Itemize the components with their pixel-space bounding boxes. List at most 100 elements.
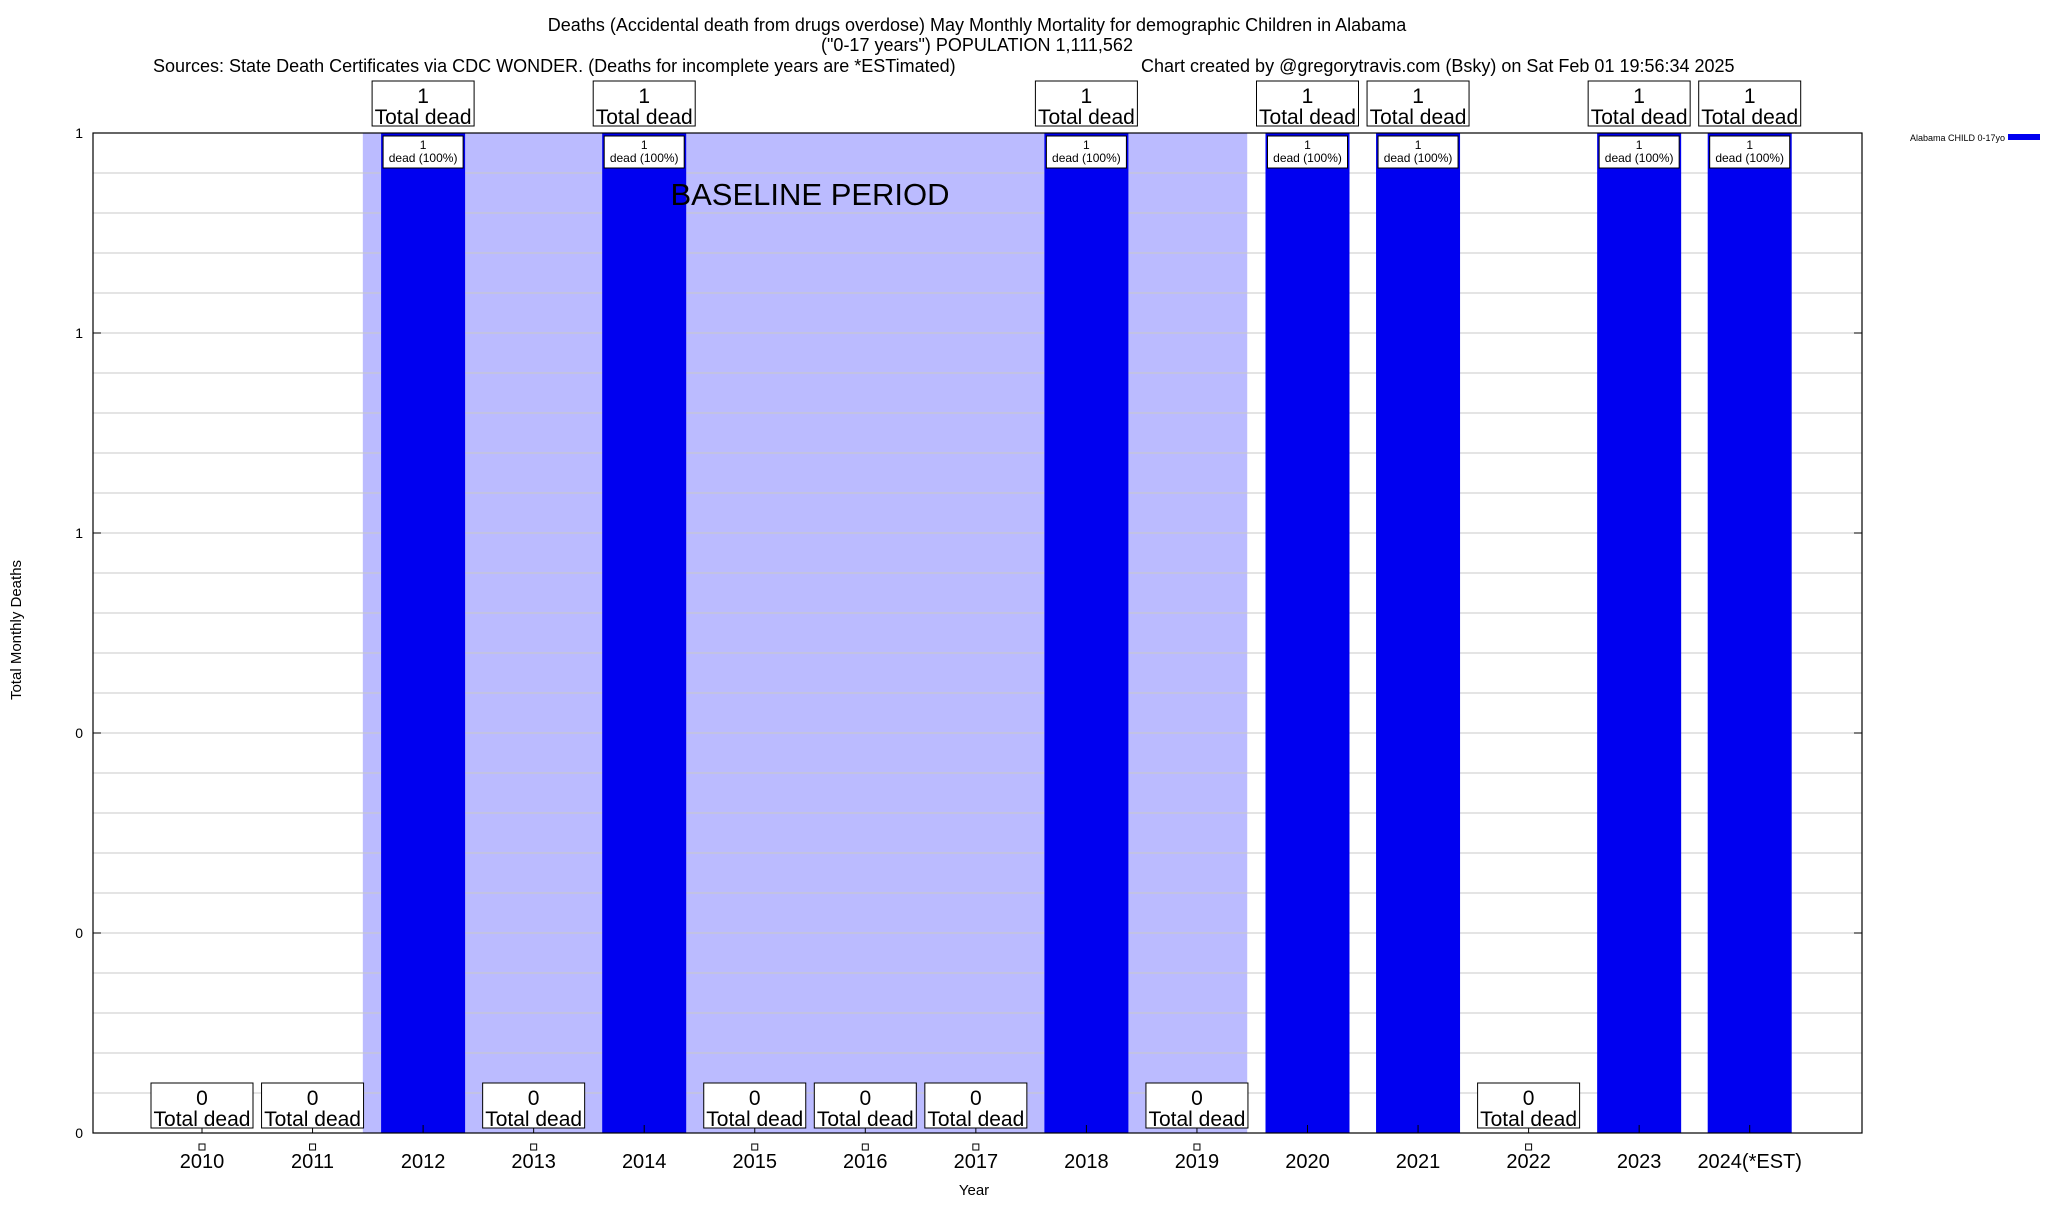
x-tick-label: 2019 xyxy=(1175,1151,1220,1173)
total-dead-label-text: 0 xyxy=(970,1087,982,1110)
x-tick-label: 2015 xyxy=(733,1151,778,1173)
total-dead-label-box xyxy=(813,1082,917,1129)
legend-swatch xyxy=(2008,134,2040,140)
bar-inner-label-text: 1 xyxy=(641,138,648,152)
bar xyxy=(381,133,466,1133)
credit-note: Chart created by @gregorytravis.com (Bsk… xyxy=(1141,56,1735,76)
zero-point-marker xyxy=(1193,1143,1201,1151)
bar-layer xyxy=(381,133,1792,1133)
total-dead-label-box xyxy=(924,1082,1028,1129)
total-dead-label-box xyxy=(1366,80,1470,127)
y-tick-label: 1 xyxy=(75,125,83,141)
total-dead-label-text: 0 xyxy=(528,1087,540,1110)
total-dead-label-text: 1 xyxy=(417,85,429,108)
bar xyxy=(1044,133,1129,1133)
bar-inner-label-box xyxy=(603,135,685,169)
total-dead-label-text: Total dead xyxy=(706,1108,803,1131)
x-axis-title: Year xyxy=(959,1182,989,1199)
total-dead-label-box xyxy=(1698,80,1802,127)
total-dead-label-text: 1 xyxy=(1633,85,1645,108)
bar xyxy=(602,133,687,1133)
chart-subtitle: ("0-17 years") POPULATION 1,111,562 xyxy=(821,35,1133,55)
total-dead-label-text: Total dead xyxy=(154,1108,251,1131)
bar-inner-label-text: dead (100%) xyxy=(1384,151,1453,165)
total-dead-label-text: Total dead xyxy=(1038,106,1135,129)
total-dead-label-text: Total dead xyxy=(1148,1108,1245,1131)
bar-inner-label-text: dead (100%) xyxy=(389,151,458,165)
source-note: Sources: State Death Certificates via CD… xyxy=(153,56,956,76)
legend-layer: Alabama CHILD 0-17yo xyxy=(1910,133,2040,143)
x-tick-label: 2020 xyxy=(1285,1151,1330,1173)
bar-inner-label-box xyxy=(1598,135,1680,169)
bar-inner-label-text: dead (100%) xyxy=(1605,151,1674,165)
total-dead-label-box xyxy=(1587,80,1691,127)
total-dead-label-text: Total dead xyxy=(1480,1108,1577,1131)
bar-inner-label-text: dead (100%) xyxy=(1273,151,1342,165)
total-dead-label-text: Total dead xyxy=(375,106,472,129)
x-tick-label: 2012 xyxy=(401,1151,446,1173)
baseline-period-label: BASELINE PERIOD xyxy=(670,177,949,212)
bar-inner-label-box xyxy=(1709,135,1791,169)
plot-frame xyxy=(92,132,1863,1134)
y-tick-label: 0 xyxy=(75,1125,83,1141)
bar-inner-label-text: dead (100%) xyxy=(610,151,679,165)
y-tick-label: 1 xyxy=(75,525,83,541)
y-tick-label: 1 xyxy=(75,325,83,341)
y-axis-title: Total Monthly Deaths xyxy=(8,560,25,700)
legend-label: Alabama CHILD 0-17yo xyxy=(1910,133,2005,143)
bar-inner-label-box xyxy=(1267,135,1348,169)
total-dead-label-text: Total dead xyxy=(596,106,693,129)
total-dead-label-box xyxy=(150,1082,254,1129)
total-dead-label-text: 1 xyxy=(638,85,650,108)
total-dead-label-text: 1 xyxy=(1744,85,1756,108)
x-tick-label: 2018 xyxy=(1064,1151,1109,1173)
bar-inner-label-text: dead (100%) xyxy=(1052,151,1121,165)
total-dead-label-box xyxy=(1145,1082,1249,1129)
total-dead-label-box xyxy=(261,1082,365,1129)
total-dead-label-text: Total dead xyxy=(1591,106,1688,129)
total-dead-label-text: 1 xyxy=(1412,85,1424,108)
zero-point-marker xyxy=(861,1143,869,1151)
bar-inner-label-box xyxy=(1045,135,1127,169)
zero-point-marker xyxy=(530,1143,538,1151)
bar xyxy=(1597,133,1682,1133)
axis-layer: 0 0 0 1 1 1 2010 2011 2012 2013 2014 2015 2016 2017 20… xyxy=(8,125,1863,1199)
zero-point-marker xyxy=(751,1143,759,1151)
x-tick-label: 2013 xyxy=(511,1151,556,1173)
total-dead-label-text: Total dead xyxy=(485,1108,582,1131)
total-dead-label-text: 0 xyxy=(307,1087,319,1110)
x-tick-label: 2011 xyxy=(291,1151,334,1173)
x-tick-label: 2016 xyxy=(843,1151,888,1173)
bar-inner-label-text: 1 xyxy=(1746,138,1753,152)
x-tick-label: 2023 xyxy=(1617,1151,1662,1173)
zero-point-marker xyxy=(1525,1143,1533,1151)
total-dead-label-text: Total dead xyxy=(1259,106,1356,129)
y-tick-label: 0 xyxy=(75,725,83,741)
total-dead-label-text: 0 xyxy=(196,1087,208,1110)
bar-inner-label-box xyxy=(382,135,464,169)
title-layer: Deaths (Accidental death from drugs over… xyxy=(153,15,1735,76)
x-tick-label: 2014 xyxy=(622,1151,667,1173)
total-dead-label-text: 0 xyxy=(1523,1087,1535,1110)
total-dead-label-text: 0 xyxy=(1191,1087,1203,1110)
total-dead-label-text: Total dead xyxy=(1701,106,1798,129)
